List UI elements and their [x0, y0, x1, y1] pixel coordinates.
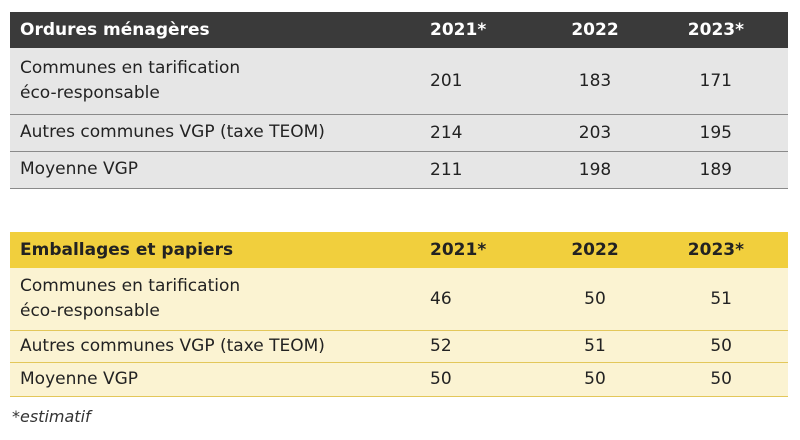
cell-value: 50 [584, 369, 606, 389]
row-label: Autres communes VGP (taxe TEOM) [20, 335, 325, 356]
table-title: Emballages et papiers [20, 240, 234, 260]
table-title: Ordures ménagères [20, 20, 210, 40]
column-header-2023: 2023* [687, 240, 744, 260]
cell-value: 171 [699, 70, 732, 91]
row-label-line: Communes en tarification [20, 57, 241, 78]
row-label-line: éco-responsable [20, 82, 160, 103]
cell-value: 50 [710, 369, 732, 389]
column-header-2023: 2023* [687, 20, 744, 40]
cell-value: 50 [710, 336, 732, 356]
footnote: *estimatif [12, 407, 91, 426]
cell-value: 201 [430, 70, 463, 91]
cell-value: 198 [578, 159, 612, 180]
cell-value: 203 [578, 122, 612, 143]
table-row: Communes en tarification éco-responsable… [10, 48, 788, 114]
table-row: Autres communes VGP (taxe TEOM) 52 51 50 [10, 330, 788, 362]
ordures-menageres-table: Ordures ménagères 2021* 2022 2023* Commu… [10, 12, 788, 189]
cell-value: 214 [430, 122, 463, 143]
table-row: Moyenne VGP 50 50 50 [10, 362, 788, 396]
column-header-2022: 2022 [571, 240, 619, 260]
cell-value: 46 [430, 288, 452, 309]
table-header-row: Emballages et papiers 2021* 2022 2023* [10, 232, 788, 268]
row-label: Communes en tarification éco-responsable [10, 268, 380, 330]
emballages-papiers-table: Emballages et papiers 2021* 2022 2023* C… [10, 232, 788, 397]
row-label: Communes en tarification éco-responsable [10, 48, 380, 114]
row-label: Autres communes VGP (taxe TEOM) [20, 122, 325, 142]
column-header-2021: 2021* [430, 240, 487, 260]
cell-value: 211 [430, 159, 463, 180]
column-header-2022: 2022 [571, 20, 619, 40]
cell-value: 50 [430, 369, 452, 389]
table-row: Moyenne VGP 211 198 189 [10, 151, 788, 188]
cell-value: 52 [430, 336, 452, 356]
cell-value: 189 [699, 159, 732, 180]
row-label: Moyenne VGP [20, 368, 139, 389]
cell-value: 195 [699, 122, 732, 143]
row-label-line: Communes en tarification [20, 275, 241, 296]
cell-value: 51 [710, 288, 732, 309]
table-row: Communes en tarification éco-responsable… [10, 268, 788, 330]
column-header-2021: 2021* [430, 20, 487, 40]
cell-value: 183 [578, 70, 612, 91]
table-row: Autres communes VGP (taxe TEOM) 214 203 … [10, 114, 788, 151]
table-header-row: Ordures ménagères 2021* 2022 2023* [10, 12, 788, 48]
cell-value: 51 [584, 336, 606, 356]
cell-value: 50 [584, 288, 606, 309]
row-label-line: éco-responsable [20, 300, 160, 321]
row-label: Moyenne VGP [20, 159, 139, 179]
